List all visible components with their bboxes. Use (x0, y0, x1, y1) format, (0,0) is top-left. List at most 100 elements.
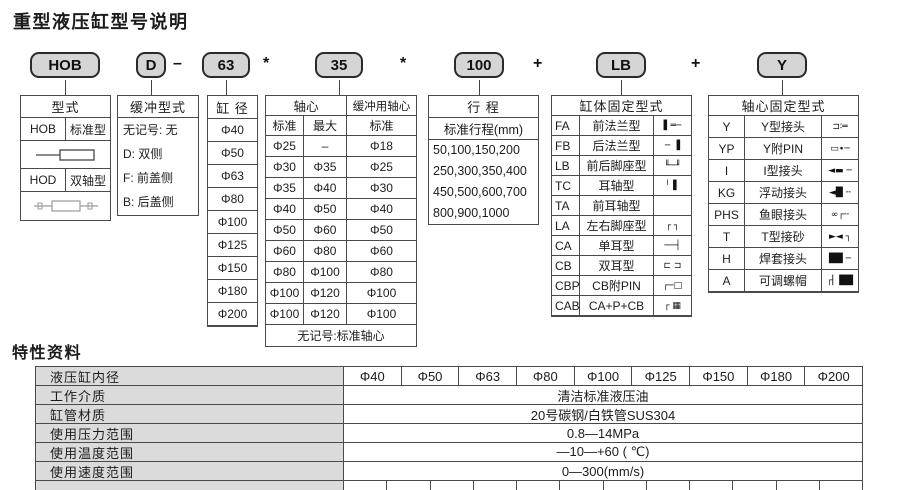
table-row: Φ35 Φ40 Φ30 (266, 178, 416, 199)
mount-name: 可调螺帽 (745, 270, 822, 291)
spec-empty-cell (517, 481, 561, 490)
mount-diagram-icon: ▌═─ (663, 120, 682, 131)
mount-name: 单耳型 (580, 236, 654, 255)
table-row: LA 左右脚座型 ┌ ┐ (552, 216, 691, 236)
mount-code: YP (709, 138, 745, 159)
spec-partial-row (36, 481, 862, 490)
mount-diagram-icon: ──┤ (664, 240, 681, 251)
spec-label-cell: 使用速度范围 (36, 462, 344, 480)
shaft-table: 轴心 缓冲用轴心 标准 最大 标准 Φ25– Φ18 Φ30 Φ35 Φ25 Φ35 Φ40… (265, 95, 417, 347)
table-row: Φ100 Φ120 Φ100 (266, 304, 416, 325)
mount-code: CA (552, 236, 580, 255)
table-row: HOD 双轴型 (21, 169, 110, 192)
bore-item: Φ125 (208, 234, 257, 257)
table-row: KG 浮动接头 ◄█ ╌ (709, 182, 858, 204)
mount-code: PHS (709, 204, 745, 225)
spec-label-cell: 液压缸内径 (36, 367, 344, 385)
table-row: Φ50 Φ60 Φ50 (266, 220, 416, 241)
cushion-shaft-value: Φ18 (370, 139, 393, 153)
spec-info-row: 使用速度范围 0—300(mm/s) (36, 462, 862, 481)
mount-diagram-icon: ►◄ ┐ (828, 231, 852, 242)
shaft-mount-row-list: Y Y型接头 ⊐∶═ YP Y附PIN ▭∙─ I I型接头 ◄▬ ─ KG 浮动接头 ◄█ ╌ PHS… (709, 116, 858, 292)
mount-name: 双耳型 (580, 256, 654, 275)
shaft-max-value: Φ100 (304, 262, 347, 282)
shaft-mount-header: 轴心固定型式 (709, 96, 858, 116)
spec-value-cell: 清洁标准液压油 (557, 388, 649, 404)
shaft-standard-value: Φ25 (266, 136, 304, 156)
model-code-box: HOB (30, 52, 100, 78)
table-row: CB 双耳型 ⊏ ⊐ (552, 256, 691, 276)
table-row: FB 后法兰型 ─ ▐ (552, 136, 691, 156)
table-row: Y Y型接头 ⊐∶═ (709, 116, 858, 138)
mount-code: A (709, 270, 745, 291)
shaft-standard-value: Φ40 (266, 199, 304, 219)
spec-label-cell (36, 481, 344, 490)
mount-diagram-icon: ██ ─ (828, 253, 852, 264)
cushion-shaft-value: Φ60 (370, 244, 393, 258)
mount-diagram-icon: ─ ▐ (664, 140, 681, 151)
spec-empty-cell (560, 481, 604, 490)
shaft-max-value: – (304, 136, 347, 156)
cushion-shaft-value: Φ30 (370, 181, 393, 195)
type-table: 型式 HOB 标准型 HOD 双轴型 (20, 95, 111, 221)
table-row: TC 耳轴型 ╵ ▌ (552, 176, 691, 196)
shaft-table-header-row: 轴心 缓冲用轴心 (266, 96, 416, 116)
connector-line (65, 80, 66, 95)
table-row: A 可调螺帽 ┌▏██ (709, 270, 858, 292)
bore-item: Φ150 (208, 257, 257, 280)
mount-diagram-icon: ┌─□ (662, 280, 683, 291)
spec-table: 液压缸内径 Φ40 Φ50 Φ63 Φ80 Φ100 Φ125 Φ150 Φ180 Φ200 工作介… (35, 366, 863, 490)
spec-empty-cell (431, 481, 474, 490)
spec-label-cell: 使用温度范围 (36, 443, 344, 461)
mount-code: FA (552, 116, 580, 135)
connector-line (339, 80, 340, 95)
table-row: Φ40 Φ50 Φ40 (266, 199, 416, 220)
spec-empty-cell (820, 481, 862, 490)
stroke-values: 800,900,1000 (433, 206, 510, 220)
cushion-table: 缓冲型式 无记号: 无 D: 双侧 F: 前盖侧 B: 后盖侧 (117, 95, 199, 216)
body-mount-row-list: FA 前法兰型 ▌═─ FB 后法兰型 ─ ▐ LB 前后脚座型 ╙─╜ TC 耳轴型 ╵ ▌ TA 前耳… (552, 116, 691, 316)
body-mount-table: 缸体固定型式 FA 前法兰型 ▌═─ FB 后法兰型 ─ ▐ LB 前后脚座型 ╙─╜ TC 耳轴型… (551, 95, 692, 317)
bore-item: Φ50 (208, 142, 257, 165)
spec-info-row: 使用压力范围 0.8—14MPa (36, 424, 862, 443)
spec-value-cell: 0—300(mm/s) (561, 463, 645, 479)
shaft-standard-value: Φ100 (266, 304, 304, 324)
stroke-table: 行 程 标准行程(mm) 50,100,150,200 250,300,350,4… (428, 95, 539, 225)
type-name: 标准型 (69, 122, 106, 137)
mount-code: KG (709, 182, 745, 203)
table-row: CBP CB附PIN ┌─□ (552, 276, 691, 296)
model-code-separator: * (263, 55, 270, 72)
mount-name: 耳轴型 (580, 176, 654, 195)
shaft-standard-value: Φ100 (266, 283, 304, 303)
table-row: YP Y附PIN ▭∙─ (709, 138, 858, 160)
mount-code: TC (552, 176, 580, 195)
shaft-standard-value: Φ80 (266, 262, 304, 282)
spec-label-cell: 缸管材质 (36, 405, 344, 423)
spec-info-row: 缸管材质 20号碳钢/白铁管SUS304 (36, 405, 862, 424)
mount-diagram-icon: ◄▬ ─ (828, 165, 852, 176)
spec-empty-cell (647, 481, 690, 490)
mount-name: T型接砂 (745, 226, 822, 247)
spec-value-cell: 0.8—14MPa (566, 425, 640, 441)
bore-item-list: Φ40 Φ50 Φ63 Φ80 Φ100 Φ125 Φ150 Φ180 Φ200 (208, 119, 257, 326)
mount-name: CA+P+CB (580, 296, 654, 315)
shaft-max-value: Φ40 (304, 178, 347, 198)
cushion-item: F: 前盖侧 (123, 171, 173, 185)
mount-code: CBP (552, 276, 580, 295)
spec-empty-cell (690, 481, 734, 490)
shaft-header-cushion: 缓冲用轴心 (352, 100, 411, 113)
model-code-separator: – (173, 55, 182, 72)
shaft-standard-value: Φ50 (266, 220, 304, 240)
model-code-separator: + (533, 55, 543, 72)
mount-name: 前后脚座型 (580, 156, 654, 175)
mount-diagram-icon: ◄█ ╌ (828, 187, 852, 198)
bore-item: Φ80 (208, 188, 257, 211)
table-row: TA 前耳轴型 (552, 196, 691, 216)
mount-name: 前法兰型 (580, 116, 654, 135)
stroke-values: 250,300,350,400 (433, 164, 527, 178)
shaft-table-footer: 无记号:标准轴心 (297, 329, 385, 343)
spec-value-cell: —10—+60 ( ℃) (556, 444, 650, 459)
mount-code: TA (552, 196, 580, 215)
mount-code: Y (709, 116, 745, 137)
cushion-table-header: 缓冲型式 (118, 96, 198, 118)
